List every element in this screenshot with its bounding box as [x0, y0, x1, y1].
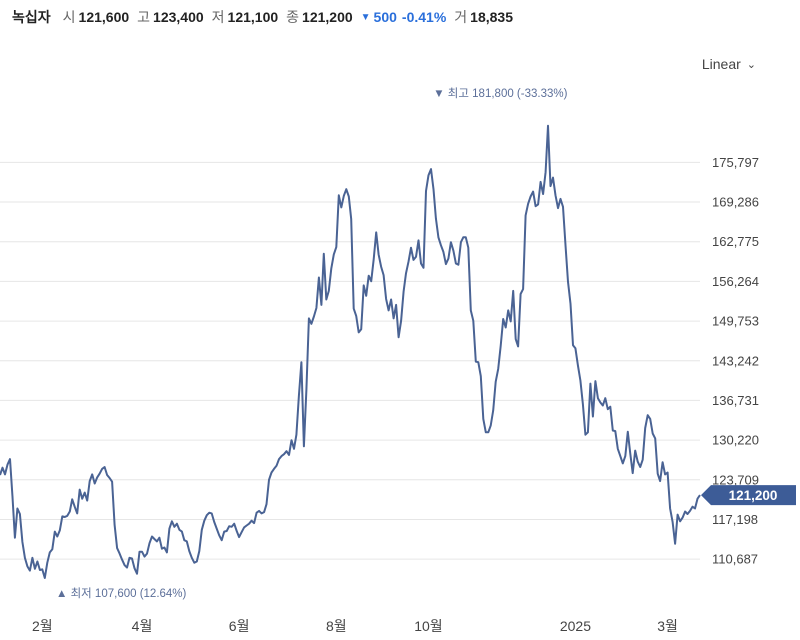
scale-dropdown-label: Linear — [701, 56, 741, 72]
x-tick-label: 4월 — [132, 618, 153, 634]
x-tick-label: 2월 — [32, 618, 53, 634]
high-label: 고 — [137, 9, 151, 25]
y-tick-label: 156,264 — [712, 274, 759, 289]
x-tick-label: 3월 — [657, 618, 678, 634]
high-value: 123,400 — [153, 9, 204, 25]
y-tick-label: 175,797 — [712, 155, 759, 170]
y-tick-label: 130,220 — [712, 433, 759, 448]
current-price-label: 121,200 — [729, 488, 778, 503]
down-triangle-icon: ▼ — [360, 11, 371, 23]
low-value: 121,100 — [227, 9, 279, 25]
y-tick-label: 123,709 — [712, 472, 759, 487]
min-price-annotation: ▲ 최저 107,600 (12.64%) — [56, 587, 187, 600]
y-tick-label: 149,753 — [712, 314, 759, 329]
open-label: 시 — [62, 9, 76, 25]
close-label: 종 — [286, 9, 300, 25]
y-tick-label: 162,775 — [712, 234, 759, 249]
change-amount: 500 — [373, 9, 397, 25]
y-tick-label: 169,286 — [712, 195, 759, 210]
chevron-down-icon: ⌄ — [746, 58, 756, 71]
volume-value: 18,835 — [470, 9, 513, 25]
y-tick-label: 117,198 — [712, 512, 758, 527]
change-percent: -0.41% — [401, 9, 447, 25]
quote-header: 녹십자 시 121,600 고 123,400 저 121,100 종 121,… — [12, 6, 521, 28]
x-tick-label: 8월 — [326, 618, 347, 634]
stock-status: 녹십자 — [12, 9, 51, 25]
price-line — [0, 124, 701, 579]
x-tick-label: 2025 — [560, 618, 591, 634]
x-tick-label: 6월 — [229, 618, 250, 634]
current-price-tag — [701, 485, 796, 506]
volume-label: 거 — [454, 9, 468, 25]
open-value: 121,600 — [78, 9, 130, 25]
y-tick-label: 136,731 — [712, 393, 759, 408]
low-label: 저 — [211, 9, 225, 25]
x-tick-label: 10월 — [414, 618, 442, 634]
close-value: 121,200 — [302, 9, 353, 25]
max-price-annotation: ▼ 최고 181,800 (-33.33%) — [433, 87, 567, 100]
y-tick-label: 143,242 — [712, 353, 759, 368]
y-tick-label: 110,687 — [712, 552, 758, 567]
scale-dropdown[interactable]: Linear ⌄ — [702, 56, 756, 72]
price-change: ▼ 500 -0.41% — [361, 9, 447, 25]
